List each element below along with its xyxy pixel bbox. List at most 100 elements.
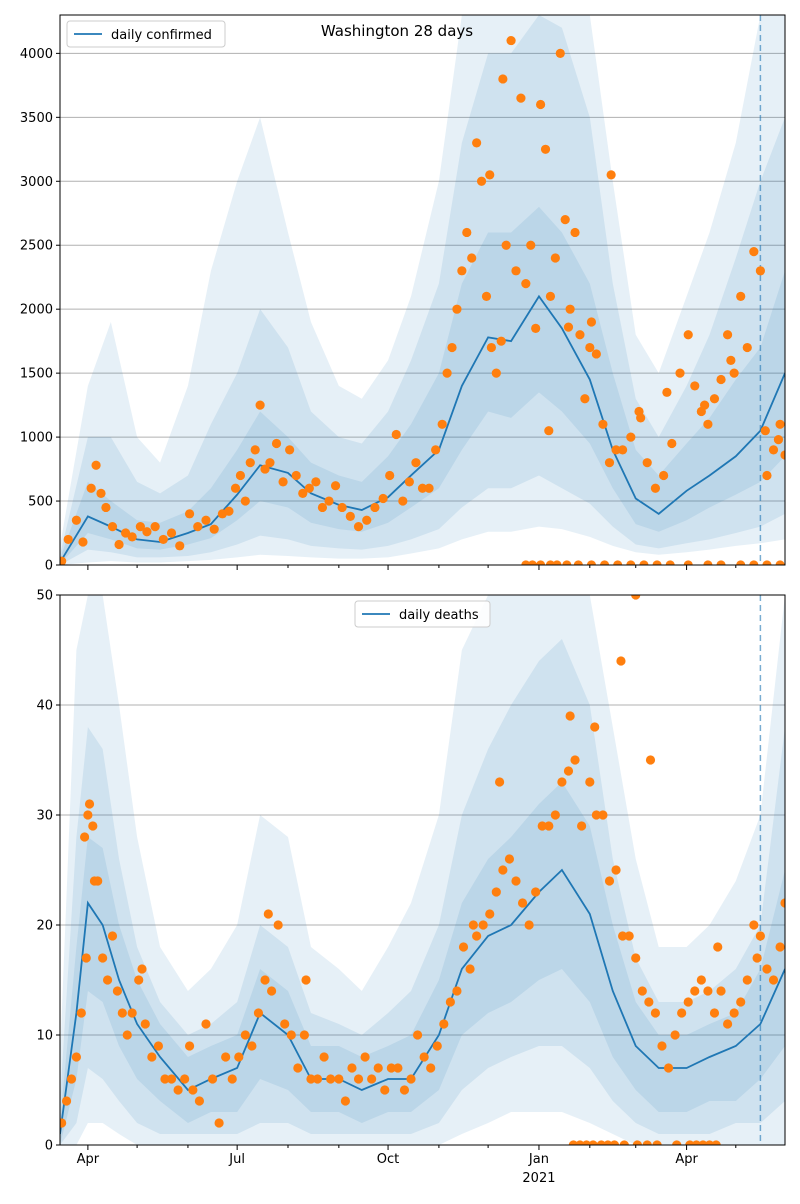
data-point: [60, 556, 67, 565]
data-point: [367, 1074, 377, 1084]
data-point: [398, 496, 408, 506]
data-point: [677, 1008, 687, 1018]
data-point-zero: [652, 560, 662, 565]
data-point: [742, 342, 752, 353]
series-line: [60, 868, 785, 1135]
data-point: [265, 458, 275, 468]
data-point: [478, 920, 488, 930]
band-middle: [60, 639, 785, 1145]
data-point: [755, 931, 765, 941]
data-point: [476, 176, 487, 186]
data-point: [591, 810, 601, 820]
data-point: [703, 986, 713, 996]
data-point: [775, 942, 785, 952]
data-point: [498, 74, 508, 84]
data-point: [209, 524, 219, 534]
y-tick-label: 10: [36, 1029, 53, 1044]
data-point: [585, 777, 595, 787]
data-point: [675, 368, 685, 378]
data-point: [550, 810, 560, 820]
data-point: [142, 527, 152, 537]
data-point: [760, 426, 770, 436]
data-point: [71, 515, 82, 525]
y-tick-label: 2500: [20, 239, 53, 254]
data-point: [247, 1041, 257, 1051]
data-point: [736, 997, 746, 1007]
data-point: [96, 488, 106, 498]
data-point: [411, 458, 421, 468]
data-point: [690, 986, 700, 996]
data-point: [334, 1074, 344, 1084]
data-point: [504, 854, 515, 864]
data-point: [137, 964, 147, 974]
data-point: [207, 1074, 218, 1084]
data-point-zero: [619, 1140, 629, 1145]
data-point: [431, 445, 441, 455]
data-point: [424, 483, 434, 493]
data-point: [650, 483, 661, 493]
data-point: [135, 522, 145, 532]
data-point: [465, 964, 475, 974]
data-point: [147, 1052, 157, 1062]
legend-box: [354, 600, 491, 628]
data-point: [516, 93, 526, 103]
data-point: [521, 279, 531, 289]
data-point: [158, 534, 168, 545]
data-point: [506, 35, 516, 46]
data-point: [311, 477, 321, 487]
data-point: [445, 997, 455, 1007]
data-point: [98, 953, 108, 963]
x-tick-label: Jul: [228, 1152, 245, 1167]
data-point: [260, 975, 270, 985]
data-point: [399, 1085, 410, 1095]
data-point: [201, 515, 211, 525]
data-point-zero: [639, 560, 649, 565]
data-point: [166, 1074, 177, 1084]
data-point: [250, 445, 260, 455]
legend-label: daily deaths: [399, 608, 479, 623]
data-point: [299, 1030, 310, 1040]
data-point: [535, 99, 546, 110]
data-point: [88, 821, 98, 831]
data-point: [260, 464, 270, 474]
data-point: [89, 876, 100, 886]
data-point: [531, 323, 541, 333]
data-point: [716, 374, 726, 385]
data-point: [709, 394, 720, 404]
data-point: [755, 266, 765, 276]
data-point: [611, 445, 621, 455]
data-point: [78, 537, 88, 547]
legend-box: [66, 20, 226, 48]
data-point: [442, 368, 452, 378]
data-point: [650, 1008, 661, 1018]
y-tick-label: 1000: [20, 431, 53, 446]
data-point-zero: [652, 1140, 662, 1145]
data-point: [304, 483, 314, 493]
data-point-zero: [573, 560, 583, 565]
y-tick-label: 500: [28, 495, 53, 510]
data-point: [291, 470, 301, 481]
data-point: [563, 766, 574, 776]
data-point: [662, 387, 672, 397]
data-point: [345, 511, 355, 521]
data-point-zero: [552, 560, 562, 565]
data-point: [703, 419, 713, 429]
data-point: [485, 170, 495, 180]
data-point: [636, 413, 646, 423]
data-point-zero: [716, 560, 726, 565]
data-point: [749, 247, 759, 257]
data-point: [749, 920, 759, 930]
data-point: [586, 317, 597, 327]
data-point: [166, 528, 177, 538]
data-point: [555, 48, 565, 58]
data-point: [624, 931, 634, 941]
data-point: [611, 865, 621, 875]
data-point: [312, 1074, 323, 1084]
y-tick-label: 0: [45, 559, 53, 574]
legend: daily deaths: [354, 600, 491, 628]
data-point: [616, 656, 626, 666]
data-point: [657, 1041, 667, 1051]
x-tick-label: Jan: [528, 1152, 549, 1167]
data-point: [645, 755, 656, 765]
